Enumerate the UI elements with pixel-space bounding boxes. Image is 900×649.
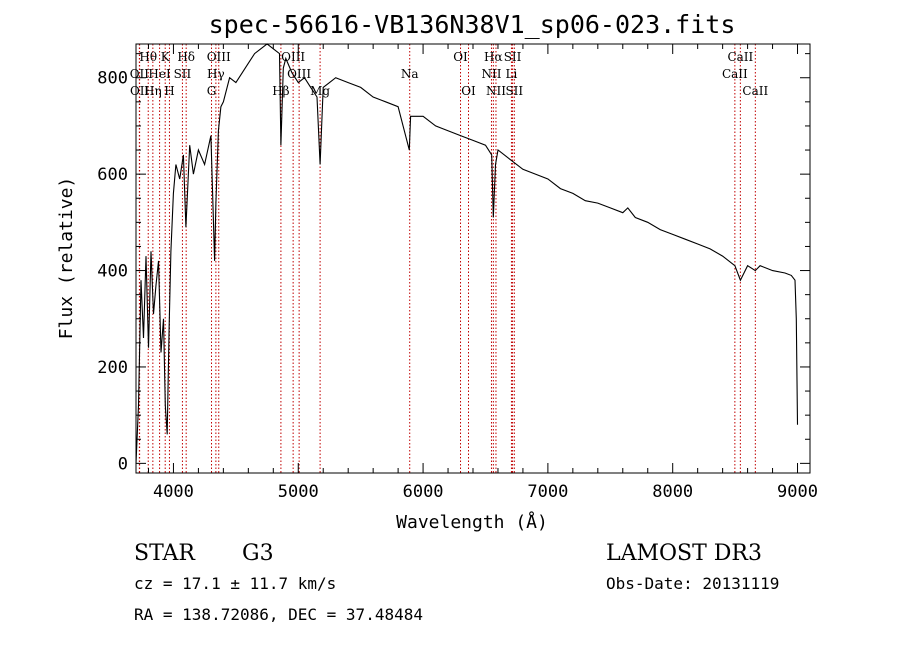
x-tick-label-4: 8000 [652, 482, 693, 502]
spectral-line-markers [138, 44, 756, 473]
spectral-line-label-10: Hγ [207, 67, 225, 81]
object-type: STAR [134, 541, 196, 566]
y-tick-label-3: 600 [97, 165, 128, 185]
spectral-line-label-16: Na [401, 67, 419, 81]
y-tick-label-2: 400 [97, 262, 128, 282]
x-tick-label-2: 6000 [403, 482, 444, 502]
y-axis-label: Flux (relative) [56, 177, 77, 340]
spectral-line-label-14: OIII [287, 67, 311, 81]
spectral-line-label-20: NII [481, 67, 501, 81]
spectral-line-label-25: CaII [727, 50, 753, 64]
chart-title: spec-56616-VB136N38V1_sp06-023.fits [209, 10, 736, 39]
spectral-line-label-9: OIII [207, 50, 231, 64]
spectral-line-label-26: CaII [722, 67, 748, 81]
y-tick-label-1: 200 [97, 358, 128, 378]
redshift-readout: cz = 17.1 ± 11.7 km/s [134, 574, 336, 593]
spectral-line-label-4: K [161, 50, 171, 64]
spectral-line-label-2: OII [130, 84, 150, 98]
x-axis-label: Wavelength (Å) [396, 511, 548, 533]
coordinates-readout: RA = 138.72086, DEC = 37.48484 [134, 605, 423, 624]
x-tick-label-5: 9000 [777, 482, 818, 502]
spectral-line-label-27: CaII [742, 84, 768, 98]
spectral-line-label-24: SII [505, 84, 523, 98]
spectral-line-label-5: HeI [148, 67, 171, 81]
plot-frame [135, 43, 811, 474]
y-tick-label-0: 0 [118, 454, 128, 474]
obs-date: Obs-Date: 20131119 [606, 574, 779, 593]
spectral-line-label-18: OI [461, 84, 476, 98]
y-tick-label-4: 800 [97, 69, 128, 89]
y-axis-ticks: 0 200 400 600 800 [97, 53, 810, 474]
survey-name: LAMOST DR3 [606, 541, 762, 566]
spectral-line-label-23: Li [506, 67, 518, 81]
spectral-line-label-21: NII [486, 84, 506, 98]
x-axis-ticks: 4000 5000 6000 7000 8000 9000 [147, 44, 818, 502]
object-subclass: G3 [242, 541, 274, 566]
spectral-line-label-22: SII [504, 50, 522, 64]
x-tick-label-0: 4000 [153, 482, 194, 502]
spectral-line-label-19: Hα [484, 50, 503, 64]
spectral-line-label-0: Hθ [139, 50, 157, 64]
x-tick-label-3: 7000 [527, 482, 568, 502]
spectral-line-label-8: SII [174, 67, 192, 81]
spectral-line-label-12: Hβ [272, 84, 289, 98]
spectral-line-label-17: OI [453, 50, 468, 64]
spectral-line-label-11: G [207, 84, 217, 98]
x-tick-label-1: 5000 [278, 482, 319, 502]
spectral-line-label-1: OII [130, 67, 150, 81]
spectral-line-label-7: Hδ [177, 50, 195, 64]
spectral-line-label-3: Hη [144, 84, 162, 98]
spectral-line-label-6: H [164, 84, 174, 98]
spectrum-series-line [135, 43, 799, 464]
